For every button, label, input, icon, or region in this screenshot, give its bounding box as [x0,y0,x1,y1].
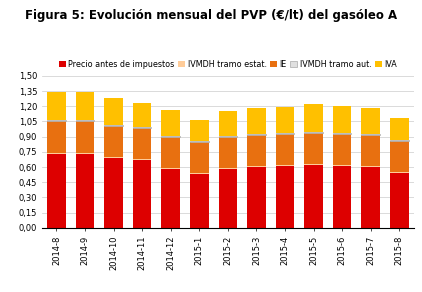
Bar [276,133,294,134]
Bar [361,108,380,134]
Bar [104,158,123,228]
Bar [190,173,208,174]
Bar [333,106,352,133]
Bar [76,92,95,121]
Bar [361,167,380,228]
Bar [304,164,323,165]
Bar [162,137,180,168]
Bar [219,111,237,136]
Bar [361,166,380,167]
Bar [333,165,352,166]
Bar [133,159,151,160]
Bar [47,92,66,121]
Bar [276,107,294,133]
Bar [162,110,180,136]
Bar [304,133,323,164]
Bar [247,166,266,167]
Bar [390,140,408,141]
Bar [390,172,408,173]
Bar [276,134,294,165]
Bar [247,135,266,166]
Bar [133,160,151,228]
Bar [76,121,95,152]
Bar [276,165,294,166]
Bar [76,154,95,228]
Bar [361,135,380,166]
Bar [162,168,180,169]
Bar [133,126,151,128]
Bar [190,120,208,141]
Bar [390,141,408,172]
Bar [104,124,123,126]
Bar [304,105,323,132]
Bar [190,142,208,173]
Bar [190,174,208,228]
Bar [333,134,352,165]
Bar [219,136,237,137]
Bar [104,98,123,124]
Bar [133,103,151,126]
Bar [219,168,237,169]
Bar [219,169,237,228]
Bar [304,132,323,133]
Bar [47,121,66,152]
Text: Figura 5: Evolución mensual del PVP (€/lt) del gasóleo A: Figura 5: Evolución mensual del PVP (€/l… [25,9,397,22]
Bar [276,166,294,228]
Bar [47,152,66,154]
Bar [104,157,123,158]
Bar [162,136,180,137]
Bar [247,134,266,135]
Bar [304,165,323,228]
Bar [219,137,237,168]
Bar [247,107,266,134]
Bar [247,167,266,228]
Bar [390,173,408,228]
Bar [333,133,352,134]
Legend: Precio antes de impuestos, IVMDH tramo estat., IE, IVMDH tramo aut., IVA: Precio antes de impuestos, IVMDH tramo e… [59,60,397,69]
Bar [162,169,180,228]
Bar [47,154,66,228]
Bar [190,141,208,142]
Bar [76,152,95,154]
Bar [333,166,352,228]
Bar [104,126,123,157]
Bar [390,119,408,140]
Bar [133,128,151,159]
Bar [361,134,380,135]
